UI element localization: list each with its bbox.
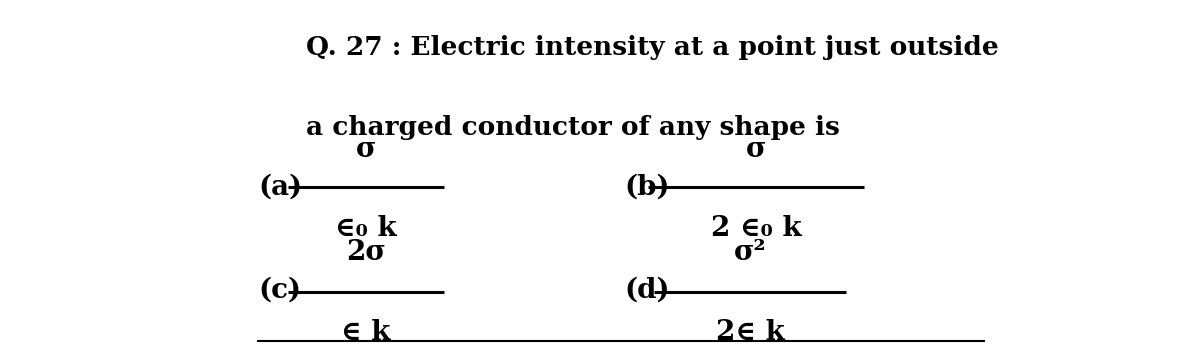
- Text: Q. 27 : Electric intensity at a point just outside: Q. 27 : Electric intensity at a point ju…: [306, 35, 998, 60]
- Text: σ²: σ²: [733, 239, 767, 266]
- Text: 2∈ k: 2∈ k: [715, 318, 785, 345]
- Text: 2 ∈₀ k: 2 ∈₀ k: [710, 215, 802, 242]
- Text: a charged conductor of any shape is: a charged conductor of any shape is: [306, 116, 840, 140]
- Text: σ: σ: [745, 136, 767, 163]
- Text: (d): (d): [624, 277, 670, 304]
- Text: (b): (b): [624, 174, 670, 201]
- Text: (c): (c): [258, 277, 301, 304]
- Text: ∈ k: ∈ k: [341, 318, 391, 345]
- Text: (a): (a): [258, 174, 302, 201]
- Text: 2σ: 2σ: [346, 239, 386, 266]
- Text: σ: σ: [355, 136, 377, 163]
- Text: ∈₀ k: ∈₀ k: [335, 215, 397, 242]
